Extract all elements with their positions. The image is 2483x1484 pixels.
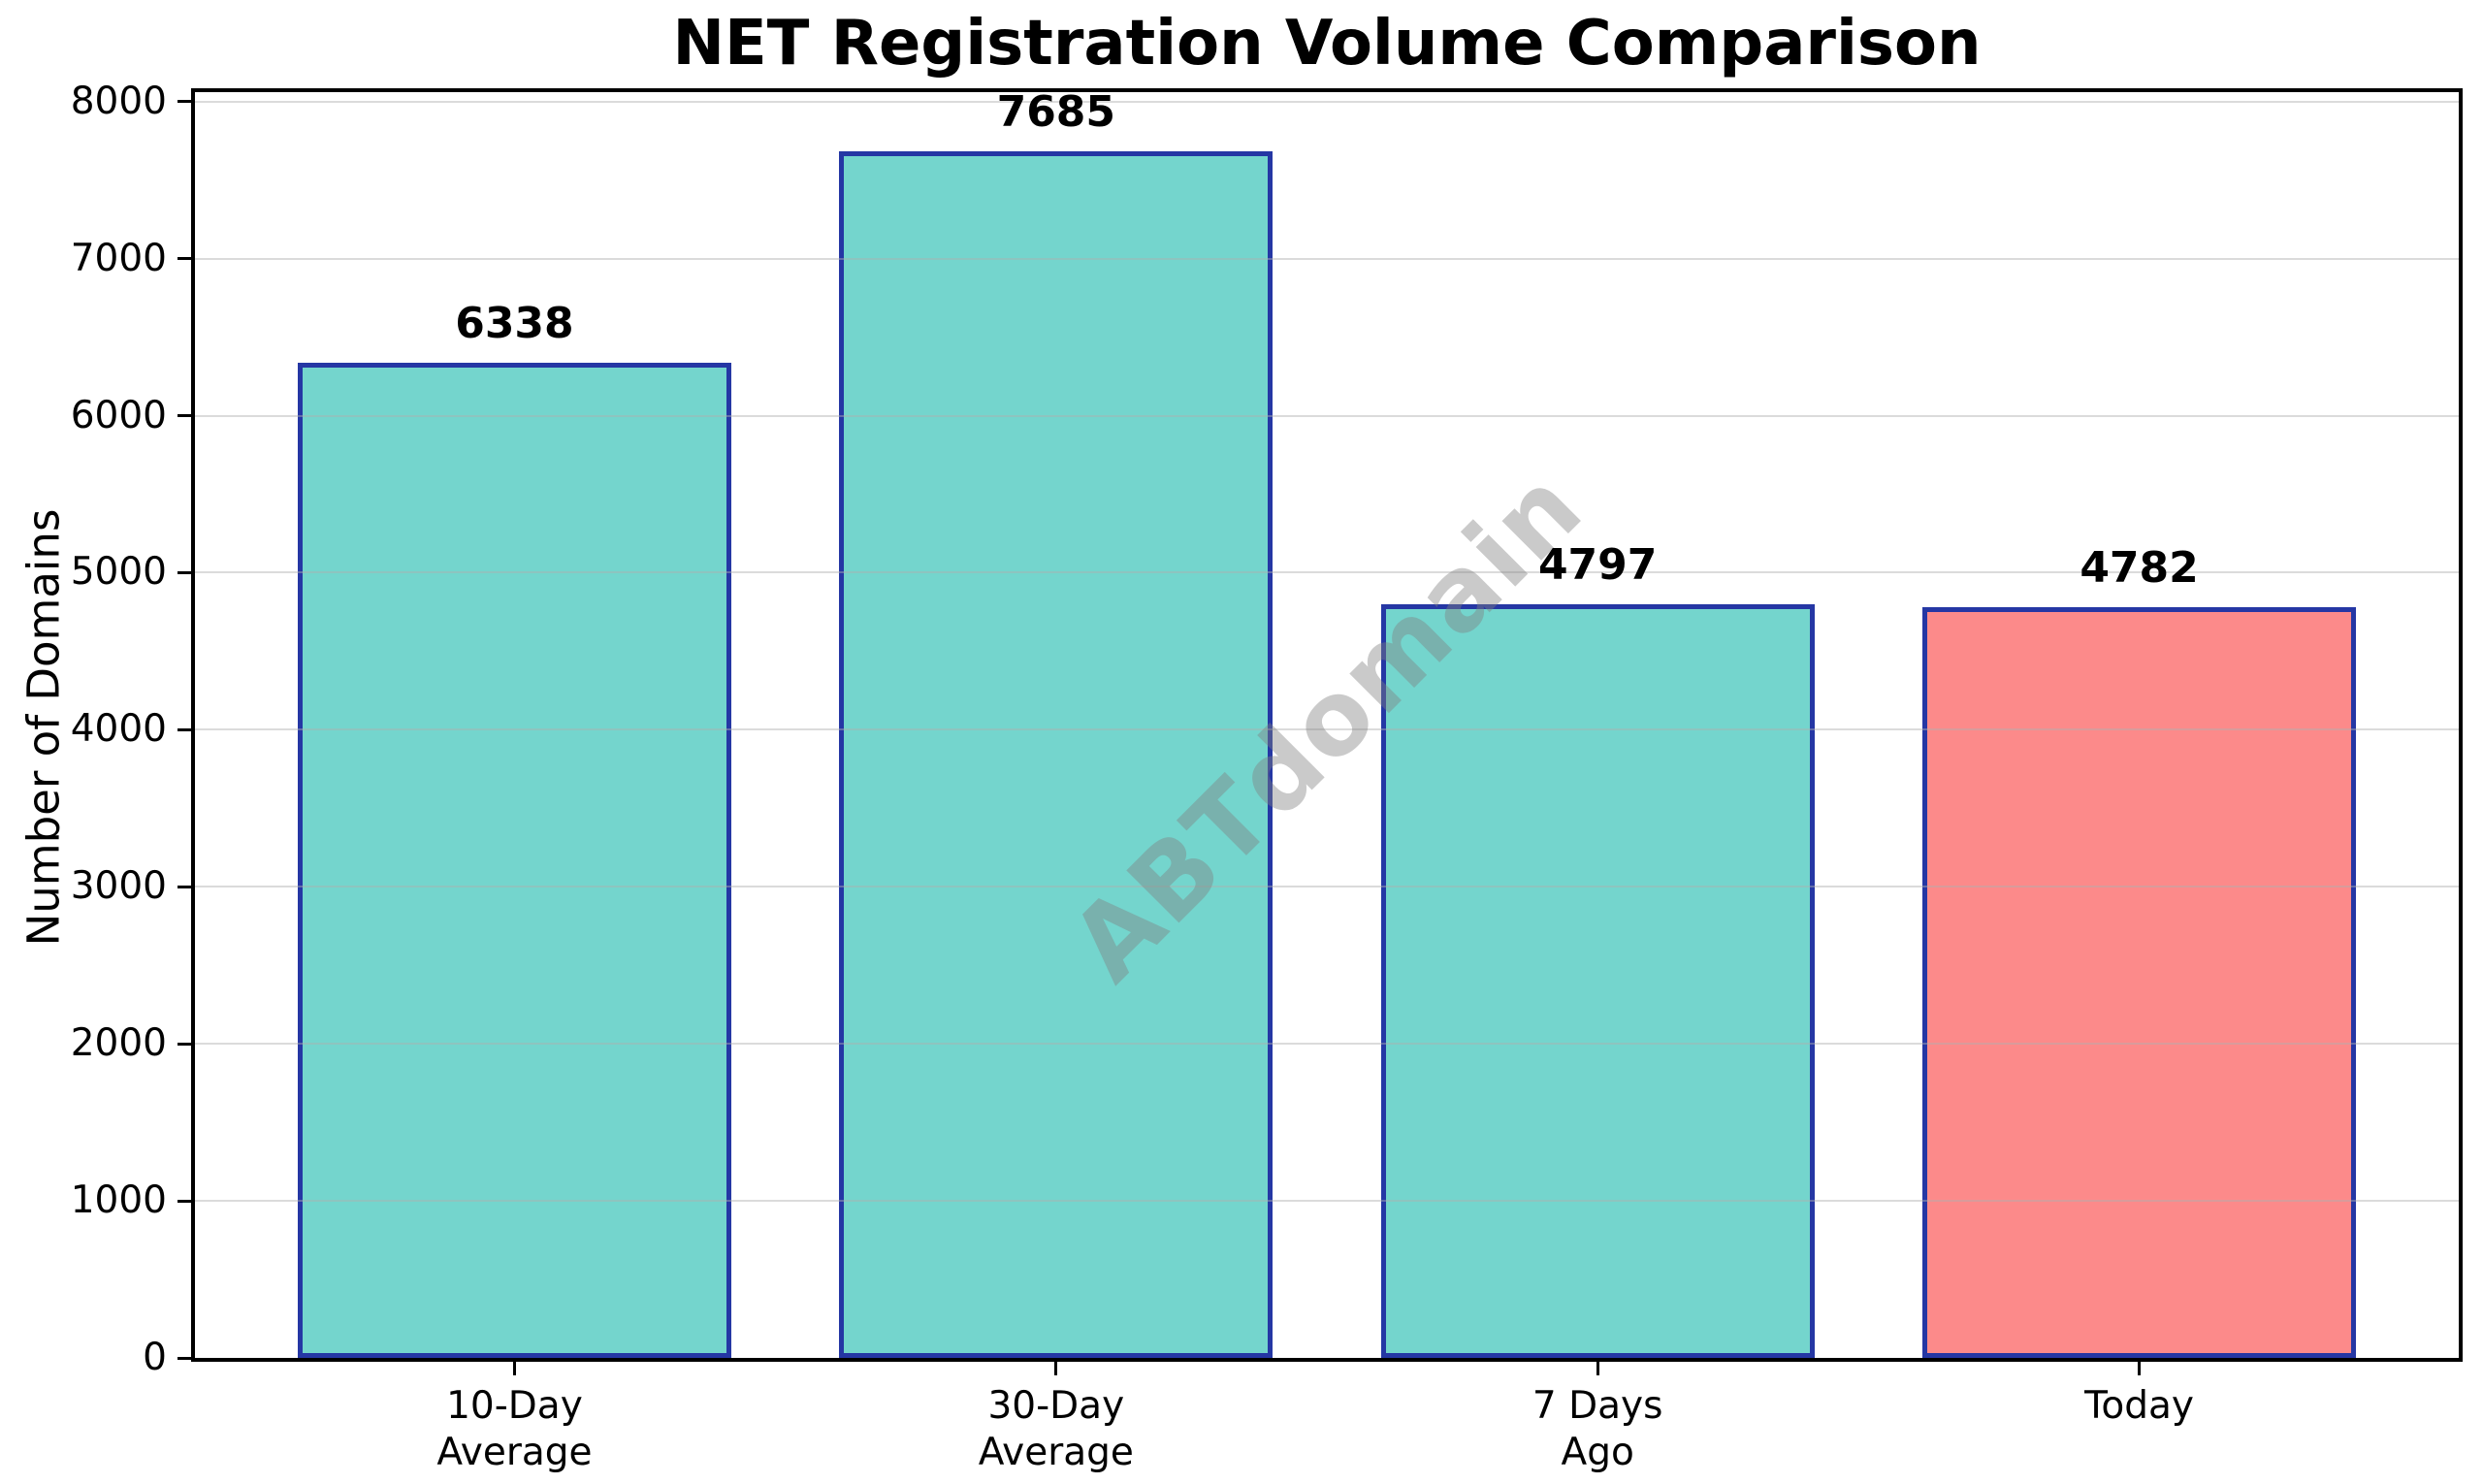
y-gridline [195,886,2459,888]
chart-title: NET Registration Volume Comparison [672,8,1982,80]
y-tick-label: 5000 [70,550,167,595]
y-tick-label: 7000 [70,236,167,280]
bar-value-label: 6338 [455,298,574,348]
y-gridline [195,100,2459,103]
bar-value-label: 4782 [2080,542,2199,593]
bar-2 [839,150,1274,1358]
bar-4 [1922,606,2357,1358]
x-tick-label: Today [2084,1384,2194,1428]
x-tick-label: 7 Days Ago [1532,1384,1663,1474]
y-tick-mark [177,257,191,261]
y-tick-mark [177,885,191,888]
y-tick-label: 4000 [70,707,167,752]
y-gridline [195,414,2459,417]
y-tick-label: 6000 [70,393,167,437]
x-tick-mark [512,1362,516,1375]
x-tick-mark [1596,1362,1599,1375]
bar-3 [1380,604,1815,1358]
plot-area: ABTdomain [191,88,2463,1362]
y-gridline [195,257,2459,260]
y-tick-mark [177,1042,191,1046]
y-tick-label: 0 [143,1336,167,1379]
y-tick-mark [177,100,191,104]
y-tick-mark [177,1356,191,1360]
y-tick-label: 1000 [70,1178,167,1223]
bar-value-label: 7685 [996,86,1116,137]
y-tick-mark [177,570,191,574]
bar-1 [297,362,731,1358]
y-gridline [195,571,2459,574]
y-tick-label: 3000 [70,864,167,909]
x-tick-mark [1054,1362,1058,1375]
bar-value-label: 4797 [1537,540,1658,591]
y-tick-mark [177,414,191,418]
y-tick-mark [177,1199,191,1203]
y-gridline [195,728,2459,731]
x-tick-label: 10-Day Average [436,1384,593,1474]
y-tick-label: 8000 [70,79,167,123]
y-gridline [195,1043,2459,1046]
y-tick-label: 2000 [70,1021,167,1066]
y-gridline [195,1200,2459,1203]
x-tick-mark [2138,1362,2142,1375]
x-tick-label: 30-Day Average [978,1384,1134,1474]
y-tick-mark [177,727,191,731]
